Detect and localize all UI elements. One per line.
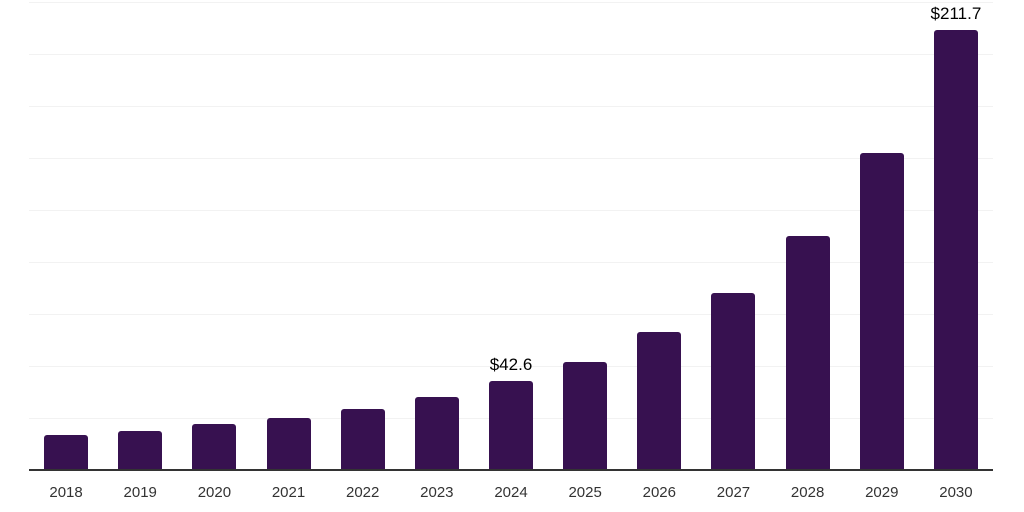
bar-2030 [933,29,978,470]
gridline [29,54,993,55]
x-tick-label-2025: 2025 [568,484,602,501]
x-tick-label-2022: 2022 [346,484,380,501]
bar-2023 [414,397,459,470]
x-tick-label-2020: 2020 [197,484,232,501]
bar-2028 [785,236,830,470]
x-tick-label-2018: 2018 [49,484,83,501]
bar-2029 [859,153,904,470]
x-axis-line [29,469,993,471]
x-tick-label-2023: 2023 [420,484,454,501]
x-tick-label-2028: 2028 [790,484,825,501]
gridline [29,158,993,159]
bar-2026 [637,332,682,470]
x-tick-label-2029: 2029 [865,484,899,501]
value-label-2024: $42.6 [489,355,533,375]
x-tick-label-2019: 2019 [123,484,157,501]
bar-2021 [266,418,311,470]
x-tick-label-2027: 2027 [716,484,751,501]
x-tick-label-2026: 2026 [642,484,676,501]
gridline [29,262,993,263]
bar-2018 [44,435,89,470]
bar-2022 [340,409,385,470]
gridline [29,2,993,3]
x-tick-label-2021: 2021 [271,484,306,501]
x-tick-label-2030: 2030 [939,484,973,501]
bar-2027 [711,293,756,470]
bar-2019 [118,431,163,470]
bar-2024 [489,381,533,470]
gridline [29,366,993,367]
gridline [29,314,993,315]
bar-2025 [563,362,608,470]
x-tick-label-2024: 2024 [494,484,528,501]
gridline [29,210,993,211]
bar-2020 [192,424,237,470]
gridline [29,106,993,107]
value-label-2030: $211.7 [930,3,982,23]
